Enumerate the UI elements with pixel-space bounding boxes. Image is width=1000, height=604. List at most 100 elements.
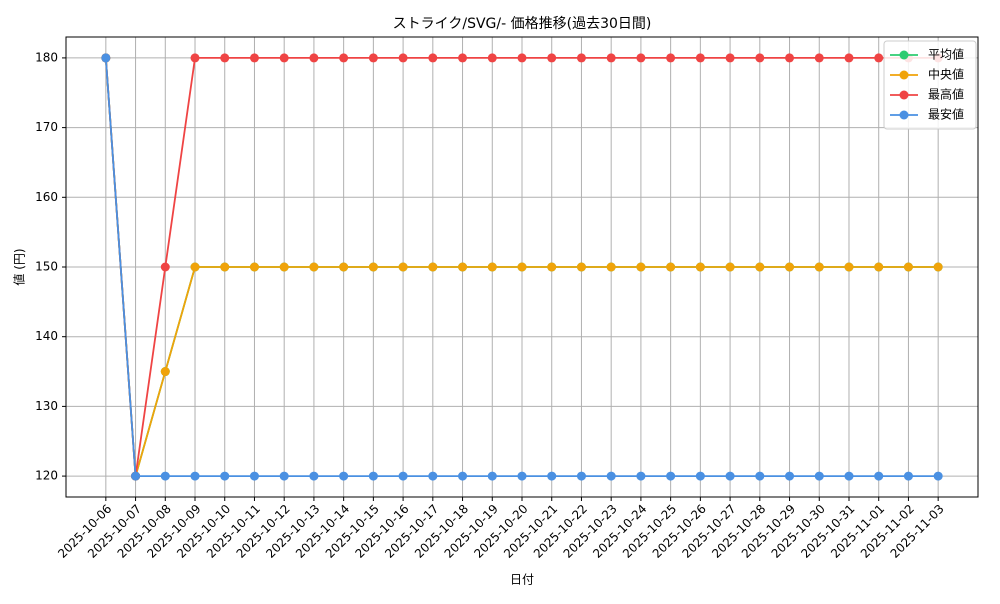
data-point (309, 471, 319, 481)
data-point (249, 471, 259, 481)
data-point (368, 262, 378, 272)
data-point (339, 262, 349, 272)
y-tick-label: 120 (35, 469, 58, 483)
data-point (844, 262, 854, 272)
legend-label: 最安値 (928, 107, 964, 122)
data-point (101, 53, 111, 63)
data-point (844, 53, 854, 63)
data-point (636, 262, 646, 272)
data-point (695, 53, 705, 63)
x-axis-label: 日付 (510, 573, 534, 587)
data-point (547, 471, 557, 481)
data-point (606, 471, 616, 481)
data-point (695, 471, 705, 481)
data-point (339, 53, 349, 63)
data-point (190, 262, 200, 272)
data-point (844, 471, 854, 481)
data-point (606, 53, 616, 63)
data-point (487, 262, 497, 272)
data-point (903, 471, 913, 481)
legend-label: 中央値 (928, 67, 964, 82)
data-point (576, 471, 586, 481)
data-point (279, 471, 289, 481)
data-point (725, 262, 735, 272)
y-axis-label: 値 (円) (12, 248, 27, 285)
data-point (220, 471, 230, 481)
data-point (666, 53, 676, 63)
legend-label: 最高値 (928, 87, 964, 102)
legend-label: 平均値 (928, 47, 964, 62)
data-point (636, 53, 646, 63)
data-point (666, 262, 676, 272)
y-tick-label: 150 (35, 260, 58, 274)
data-point (814, 53, 824, 63)
legend-box (883, 40, 977, 130)
data-point (755, 53, 765, 63)
data-point (576, 53, 586, 63)
legend-marker (899, 110, 909, 120)
data-point (636, 471, 646, 481)
data-point (279, 262, 289, 272)
data-point (190, 471, 200, 481)
data-point (814, 262, 824, 272)
y-tick-label: 140 (35, 329, 58, 343)
data-point (755, 262, 765, 272)
data-point (606, 262, 616, 272)
data-point (874, 53, 884, 63)
data-point (160, 471, 170, 481)
data-point (160, 367, 170, 377)
data-point (339, 471, 349, 481)
data-point (309, 53, 319, 63)
data-point (576, 262, 586, 272)
data-point (398, 471, 408, 481)
data-point (487, 471, 497, 481)
data-point (517, 53, 527, 63)
data-point (874, 471, 884, 481)
data-point (428, 471, 438, 481)
data-point (458, 471, 468, 481)
data-point (220, 53, 230, 63)
data-point (725, 53, 735, 63)
data-point (666, 471, 676, 481)
data-point (517, 471, 527, 481)
data-point (458, 262, 468, 272)
data-point (458, 53, 468, 63)
data-point (487, 53, 497, 63)
legend-marker (899, 90, 909, 100)
data-point (131, 471, 141, 481)
data-point (874, 262, 884, 272)
data-point (517, 262, 527, 272)
data-point (547, 53, 557, 63)
data-point (755, 471, 765, 481)
data-point (190, 53, 200, 63)
legend-marker (899, 70, 909, 80)
data-point (725, 471, 735, 481)
data-point (249, 262, 259, 272)
data-point (398, 53, 408, 63)
data-point (428, 262, 438, 272)
data-point (695, 262, 705, 272)
data-point (785, 262, 795, 272)
y-tick-label: 180 (35, 50, 58, 64)
plot-frame (65, 36, 979, 498)
y-tick-label: 160 (35, 190, 58, 204)
data-point (785, 53, 795, 63)
data-point (933, 471, 943, 481)
data-point (933, 262, 943, 272)
data-point (309, 262, 319, 272)
data-point (368, 471, 378, 481)
data-point (547, 262, 557, 272)
data-point (428, 53, 438, 63)
data-point (160, 262, 170, 272)
data-point (220, 262, 230, 272)
data-point (368, 53, 378, 63)
data-point (785, 471, 795, 481)
y-tick-label: 130 (35, 399, 58, 413)
legend-marker (899, 50, 909, 60)
data-point (903, 262, 913, 272)
chart-title: ストライク/SVG/- 価格推移(過去30日間) (393, 16, 652, 32)
data-point (398, 262, 408, 272)
data-point (249, 53, 259, 63)
